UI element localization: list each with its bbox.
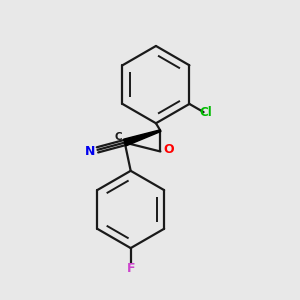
- Text: O: O: [164, 142, 174, 156]
- Text: N: N: [85, 145, 95, 158]
- Text: Cl: Cl: [199, 106, 212, 118]
- Text: F: F: [126, 262, 135, 275]
- Text: C: C: [114, 132, 122, 142]
- Polygon shape: [124, 130, 161, 146]
